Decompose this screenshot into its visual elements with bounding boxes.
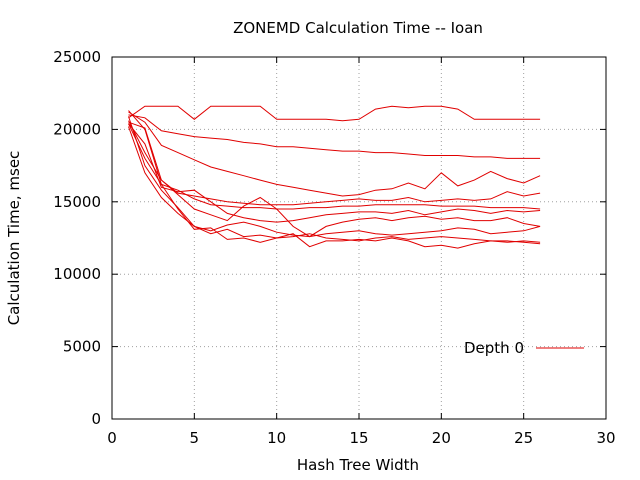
x-tick-label: 25 xyxy=(514,429,533,447)
ticks xyxy=(111,56,607,420)
series-line xyxy=(128,123,541,249)
series-line xyxy=(128,114,541,159)
series-line xyxy=(128,126,541,243)
x-tick-label: 10 xyxy=(267,429,286,447)
x-axis-label: Hash Tree Width xyxy=(297,456,419,474)
series-line xyxy=(128,111,541,197)
chart-title: ZONEMD Calculation Time -- Ioan xyxy=(233,19,483,37)
series-line xyxy=(128,120,541,238)
x-tick-label: 5 xyxy=(190,429,200,447)
legend-label: Depth 0 xyxy=(464,339,524,357)
y-tick-label: 15000 xyxy=(53,193,101,211)
x-tick-label: 20 xyxy=(432,429,451,447)
x-tick-label: 30 xyxy=(596,429,615,447)
series-line xyxy=(128,116,541,238)
x-tick-label: 0 xyxy=(107,429,117,447)
series-line xyxy=(128,105,541,122)
y-tick-label: 25000 xyxy=(53,48,101,66)
x-tick-label: 15 xyxy=(349,429,368,447)
y-axis-label: Calculation Time, msec xyxy=(5,151,23,326)
y-tick-labels: 0 5000 10000 15000 20000 25000 xyxy=(53,48,101,428)
series-line xyxy=(128,121,541,206)
series-group xyxy=(128,105,541,249)
series-line xyxy=(128,123,541,223)
grid xyxy=(112,57,606,419)
series-line xyxy=(128,110,541,210)
legend: Depth 0 xyxy=(464,339,584,357)
y-tick-label: 0 xyxy=(91,410,101,428)
x-tick-labels: 0 5 10 15 20 25 30 xyxy=(107,429,615,447)
y-tick-label: 10000 xyxy=(53,265,101,283)
y-tick-label: 20000 xyxy=(53,120,101,138)
y-tick-label: 5000 xyxy=(63,338,101,356)
